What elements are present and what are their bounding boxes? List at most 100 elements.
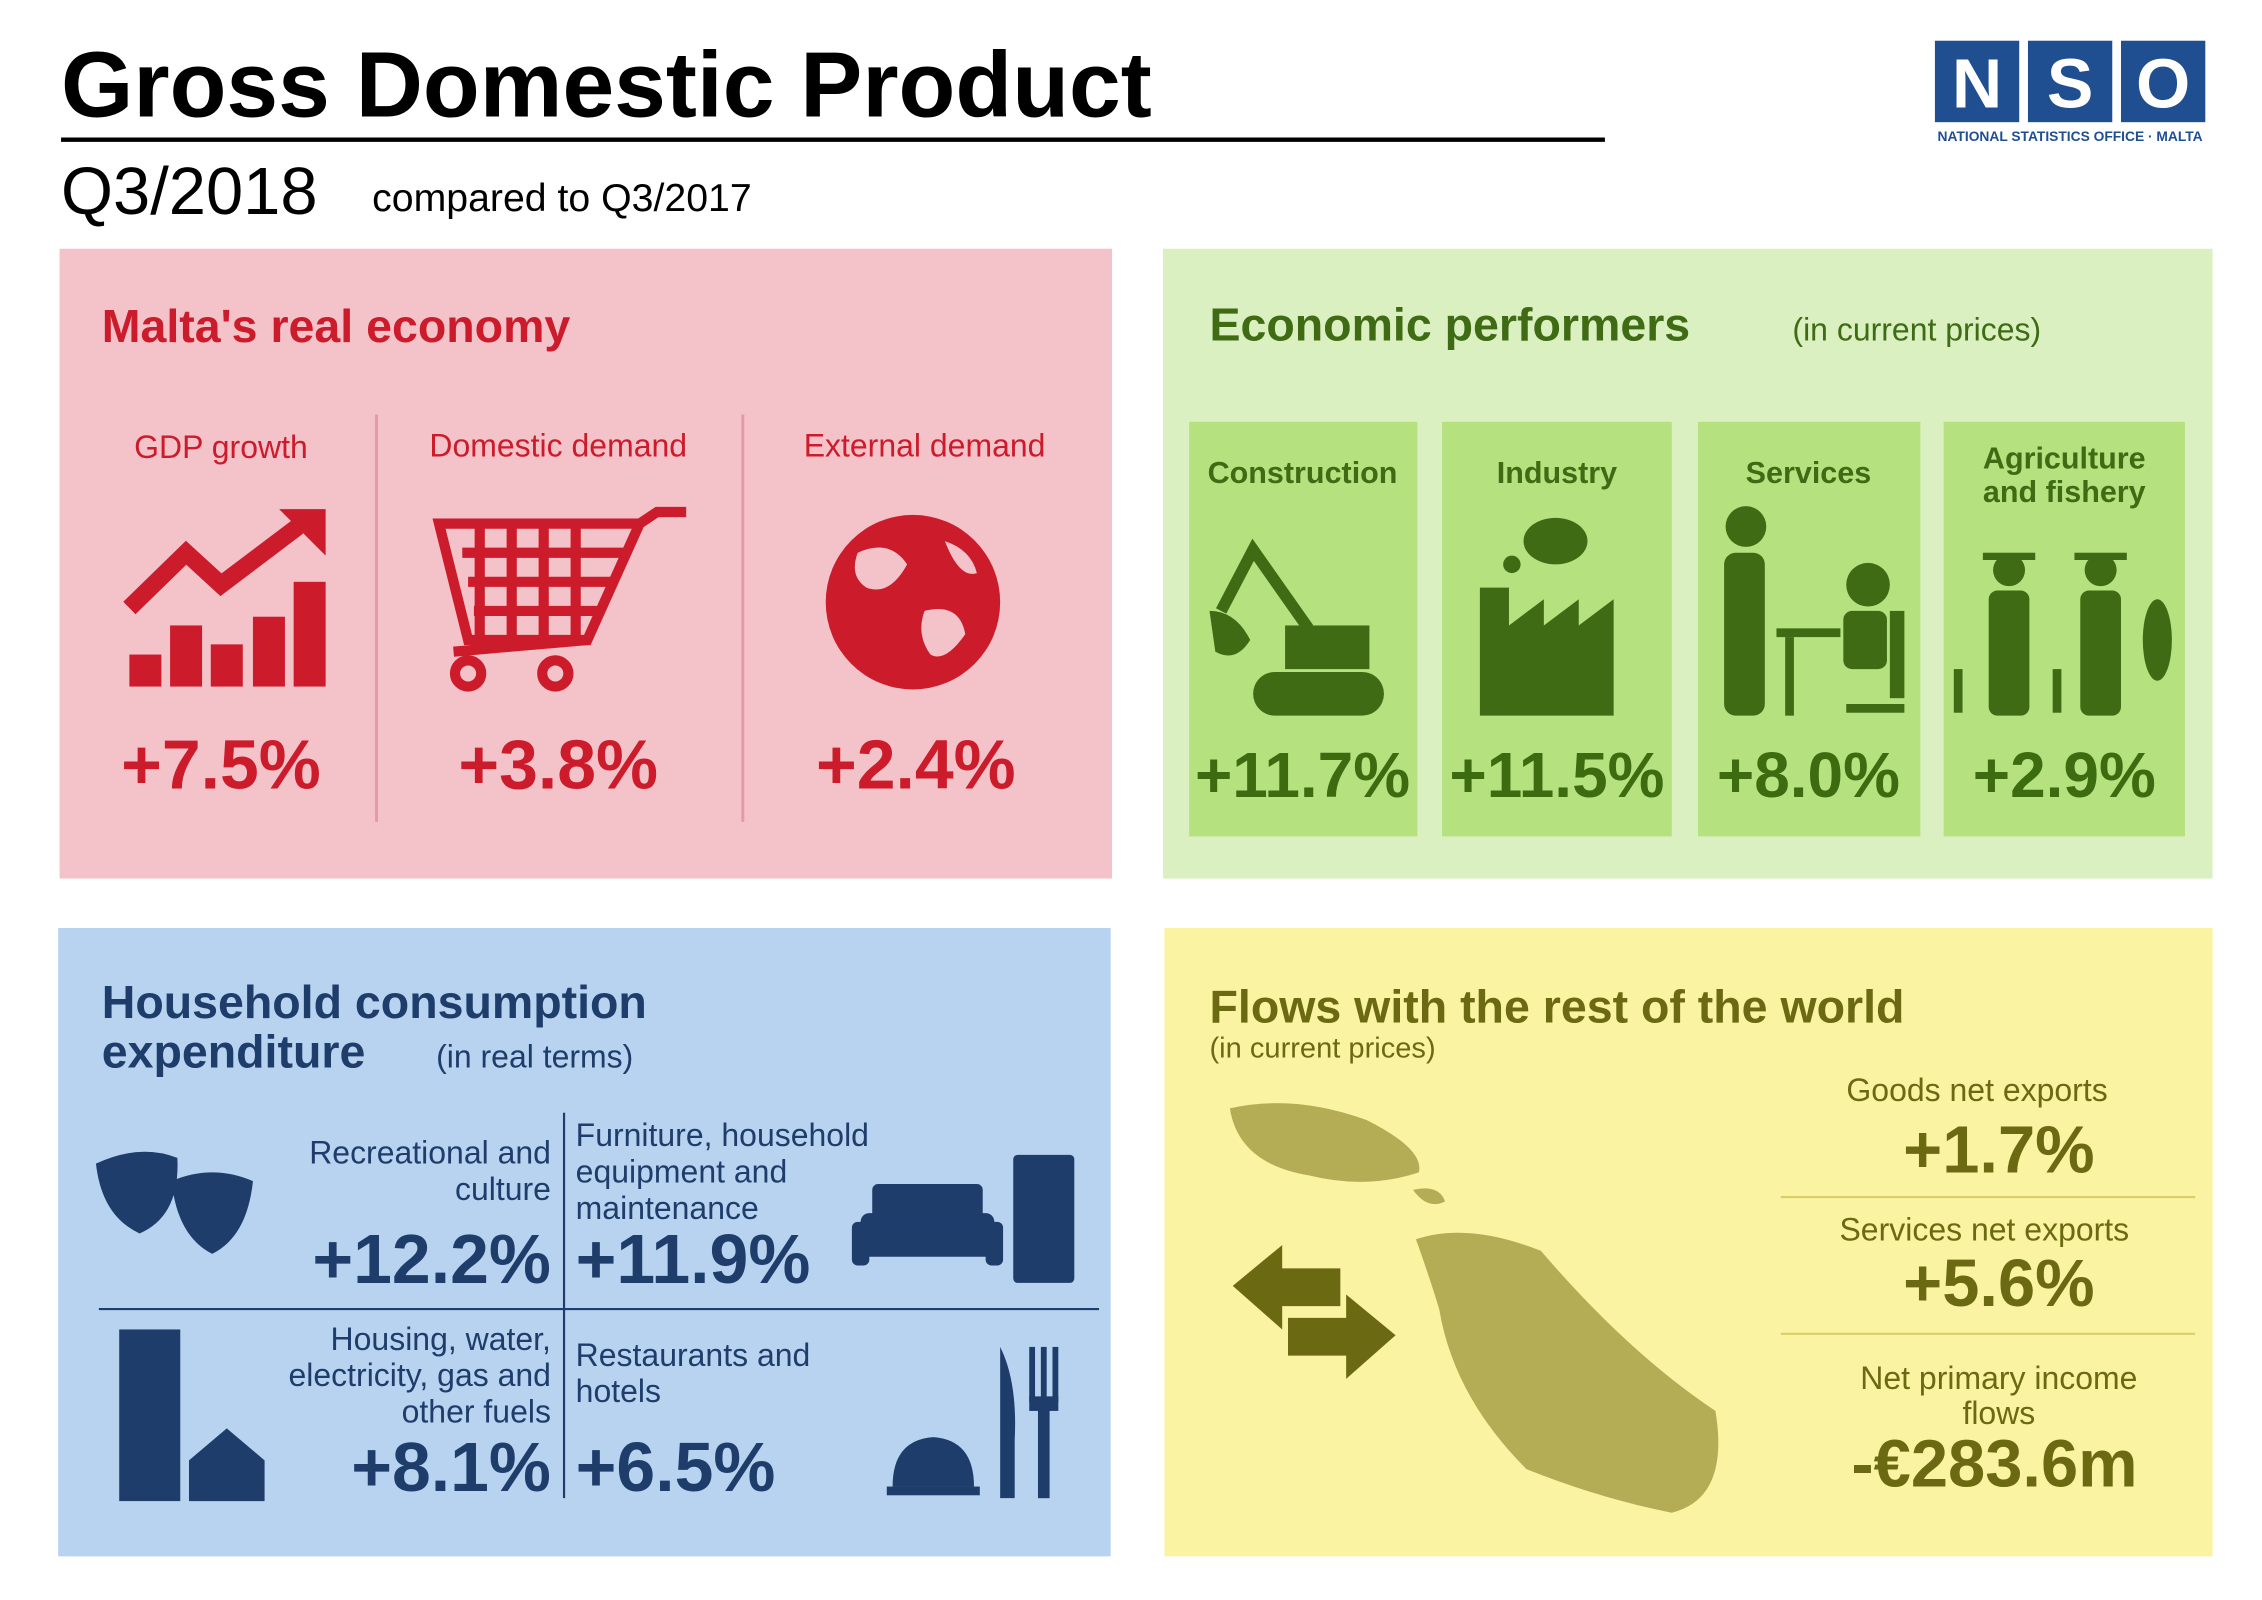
item-value: +2.4%: [816, 725, 1016, 803]
panel-title: Flows with the rest of the world: [1210, 981, 1905, 1033]
item-value: +7.5%: [121, 725, 321, 803]
logo-part: [2120, 40, 2206, 123]
panel-note: (in current prices): [1210, 1032, 1436, 1064]
logo-letter: N: [1952, 45, 2002, 123]
icon-services-part: [1889, 610, 1905, 699]
icon-restaurant-part: [1000, 1346, 1016, 1499]
icon-farmers-part: [1982, 552, 2036, 560]
item-label: maintenance: [576, 1190, 759, 1226]
icon-furniture: [851, 1154, 1075, 1283]
item-value: +1.7%: [1903, 1112, 2094, 1187]
icon-arrows-part: [1288, 1294, 1396, 1379]
item-value: +5.6%: [1903, 1246, 2094, 1321]
icon-restaurant-part: [892, 1437, 974, 1487]
logo-letter: S: [2047, 45, 2094, 123]
icon-furniture-part: [985, 1221, 1004, 1266]
item-label: Industry: [1497, 456, 1617, 490]
icon-services-part: [1785, 637, 1794, 716]
icon-factory-part: [1479, 587, 1614, 716]
logo-part: [1934, 40, 2020, 123]
panel-title: Malta's real economy: [102, 300, 571, 352]
icon-services-part: [1776, 628, 1841, 638]
icon-growth-part: [170, 625, 203, 687]
icon-farmers-part: [2080, 590, 2121, 716]
item-label: other fuels: [402, 1394, 551, 1430]
icon-growth-part: [252, 616, 285, 687]
icon-cart-part: [462, 526, 626, 640]
icon-furniture-part: [851, 1221, 870, 1266]
icon-restaurant: [886, 1346, 1059, 1499]
icon-restaurant-part: [1040, 1346, 1047, 1403]
icon-furniture-part: [872, 1184, 983, 1219]
map-malta-part: [1415, 1232, 1719, 1513]
icon-cart-part: [537, 655, 574, 692]
icon-services-part: [1846, 704, 1905, 713]
icon-factory-part: [1523, 517, 1588, 565]
item-label: Services net exports: [1839, 1212, 2129, 1248]
item-label: Services: [1746, 456, 1872, 490]
icon-growth-part: [210, 644, 243, 687]
icon-services-part: [1846, 562, 1890, 607]
comparison: compared to Q3/2017: [372, 176, 752, 220]
icon-excavator-part: [1285, 625, 1370, 670]
item-value: +11.7%: [1195, 739, 1410, 811]
item-label: External demand: [804, 428, 1046, 464]
icon-excavator-part: [1209, 610, 1251, 656]
item-label: Domestic demand: [429, 428, 687, 464]
item-label: Net primary income: [1860, 1360, 2137, 1396]
item-label: equipment and: [576, 1154, 788, 1190]
icon-globe: [825, 514, 1001, 690]
icon-housing: [119, 1329, 265, 1502]
panel-note: (in real terms): [436, 1039, 633, 1075]
item-value: +6.5%: [576, 1428, 776, 1506]
icon-cart-part: [449, 655, 487, 692]
icon-cart-part: [453, 506, 687, 657]
item-value: +8.1%: [351, 1428, 551, 1506]
icon-restaurant-part: [1029, 1396, 1059, 1411]
icon-growth: [123, 509, 326, 687]
item-label: hotels: [576, 1373, 661, 1409]
item-value: +11.9%: [576, 1220, 811, 1298]
item-label: electricity, gas and: [289, 1357, 551, 1393]
icon-restaurant-part: [1052, 1346, 1059, 1403]
icon-cart: [432, 506, 687, 692]
icon-farmers: [1953, 552, 2172, 716]
icon-farmers-part: [1993, 554, 2026, 587]
logo: [1934, 40, 2206, 123]
icon-growth-part: [123, 519, 304, 615]
item-label: culture: [455, 1171, 551, 1207]
item-label: flows: [1962, 1395, 2035, 1431]
icon-farmers-part: [2142, 599, 2172, 681]
map-malta-part: [1413, 1188, 1446, 1205]
icon-services: [1724, 506, 1905, 716]
item-value: +3.8%: [458, 725, 658, 803]
icon-arrows: [1232, 1245, 1396, 1379]
icon-farmers-part: [1988, 590, 2030, 716]
period: Q3/2018: [61, 154, 317, 229]
panel-title: Household consumption: [102, 976, 647, 1028]
icon-farmers-part: [2074, 552, 2127, 560]
item-label: Agriculture: [1983, 441, 2146, 475]
icon-masks-part: [95, 1151, 178, 1234]
panel-note: (in current prices): [1792, 311, 2041, 347]
icon-growth-part: [293, 581, 326, 687]
item-label: Recreational and: [309, 1135, 551, 1171]
logo-letter: O: [2136, 45, 2190, 123]
icon-restaurant-part: [1037, 1408, 1050, 1499]
icon-masks-part: [171, 1172, 253, 1254]
item-value: +12.2%: [312, 1220, 551, 1298]
icon-furniture-part: [1013, 1154, 1075, 1283]
map-malta-part: [1229, 1103, 1420, 1182]
icon-restaurant-part: [1029, 1346, 1036, 1403]
item-label: GDP growth: [134, 429, 308, 465]
icon-services-part: [1724, 552, 1765, 716]
icon-masks: [95, 1151, 253, 1254]
item-value: +11.5%: [1449, 739, 1664, 811]
icon-housing-part: [188, 1428, 265, 1502]
panel-title: expenditure: [102, 1026, 366, 1078]
icon-factory: [1479, 517, 1614, 716]
icon-excavator: [1209, 538, 1384, 716]
